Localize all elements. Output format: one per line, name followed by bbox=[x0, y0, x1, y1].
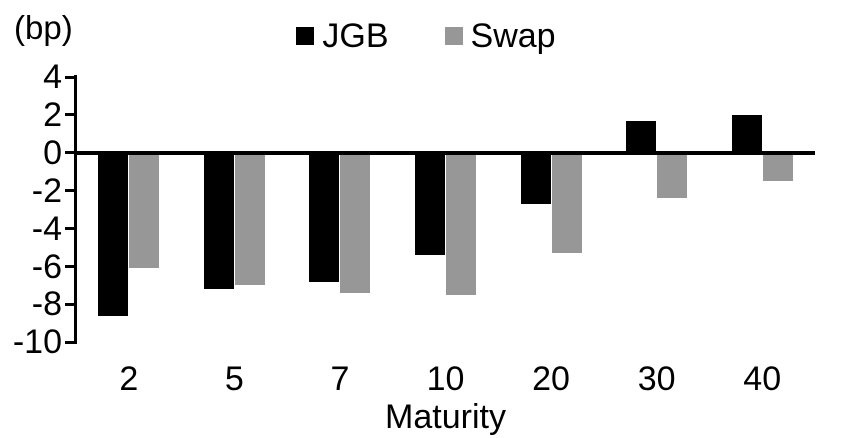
y-tick-mark--6 bbox=[65, 265, 76, 268]
y-tick-mark-0 bbox=[65, 151, 76, 155]
bar-swap-30 bbox=[657, 152, 688, 199]
bar-jgb-30 bbox=[626, 120, 657, 153]
y-axis-unit-label: (bp) bbox=[14, 9, 73, 46]
x-tick-label-2: 2 bbox=[119, 360, 139, 398]
x-tick-label-5: 5 bbox=[224, 360, 244, 398]
y-tick-mark-4 bbox=[65, 75, 76, 79]
y-tick-label-4: 4 bbox=[43, 58, 62, 96]
y-tick-mark--8 bbox=[65, 302, 76, 306]
bar-jgb-10 bbox=[415, 152, 445, 256]
bar-jgb-5 bbox=[203, 152, 234, 290]
x-tick-label-20: 20 bbox=[532, 360, 570, 398]
y-tick-mark--10 bbox=[65, 340, 76, 344]
y-tick-label--2: -2 bbox=[31, 171, 62, 210]
x-tick-label-10: 10 bbox=[426, 360, 465, 398]
bar-swap-2 bbox=[129, 152, 160, 269]
x-axis-zero-line bbox=[76, 150, 815, 155]
y-tick-label-0: 0 bbox=[43, 133, 62, 172]
bar-jgb-40 bbox=[731, 114, 762, 153]
x-tick-label-7: 7 bbox=[330, 360, 350, 398]
bar-swap-10 bbox=[446, 152, 476, 295]
bar-jgb-20 bbox=[520, 152, 551, 204]
y-tick-label--8: -8 bbox=[31, 285, 62, 324]
y-axis-line bbox=[74, 75, 77, 345]
y-tick-label--10: -10 bbox=[12, 323, 62, 362]
y-tick-mark--4 bbox=[65, 227, 76, 231]
bar-swap-5 bbox=[234, 152, 265, 286]
bar-jgb-7 bbox=[309, 152, 340, 282]
x-axis-title: Maturity bbox=[385, 398, 506, 436]
y-tick-mark-2 bbox=[65, 113, 76, 117]
x-tick-label-40: 40 bbox=[743, 360, 782, 398]
bar-jgb-2 bbox=[98, 152, 129, 316]
y-tick-label-2: 2 bbox=[43, 95, 62, 134]
bar-swap-20 bbox=[551, 152, 582, 254]
y-tick-mark--2 bbox=[65, 189, 76, 193]
y-tick-label--4: -4 bbox=[31, 209, 62, 248]
bar-swap-7 bbox=[340, 152, 371, 294]
bar-swap-40 bbox=[762, 152, 793, 182]
y-tick-label--6: -6 bbox=[31, 247, 62, 286]
x-tick-label-30: 30 bbox=[637, 360, 676, 398]
